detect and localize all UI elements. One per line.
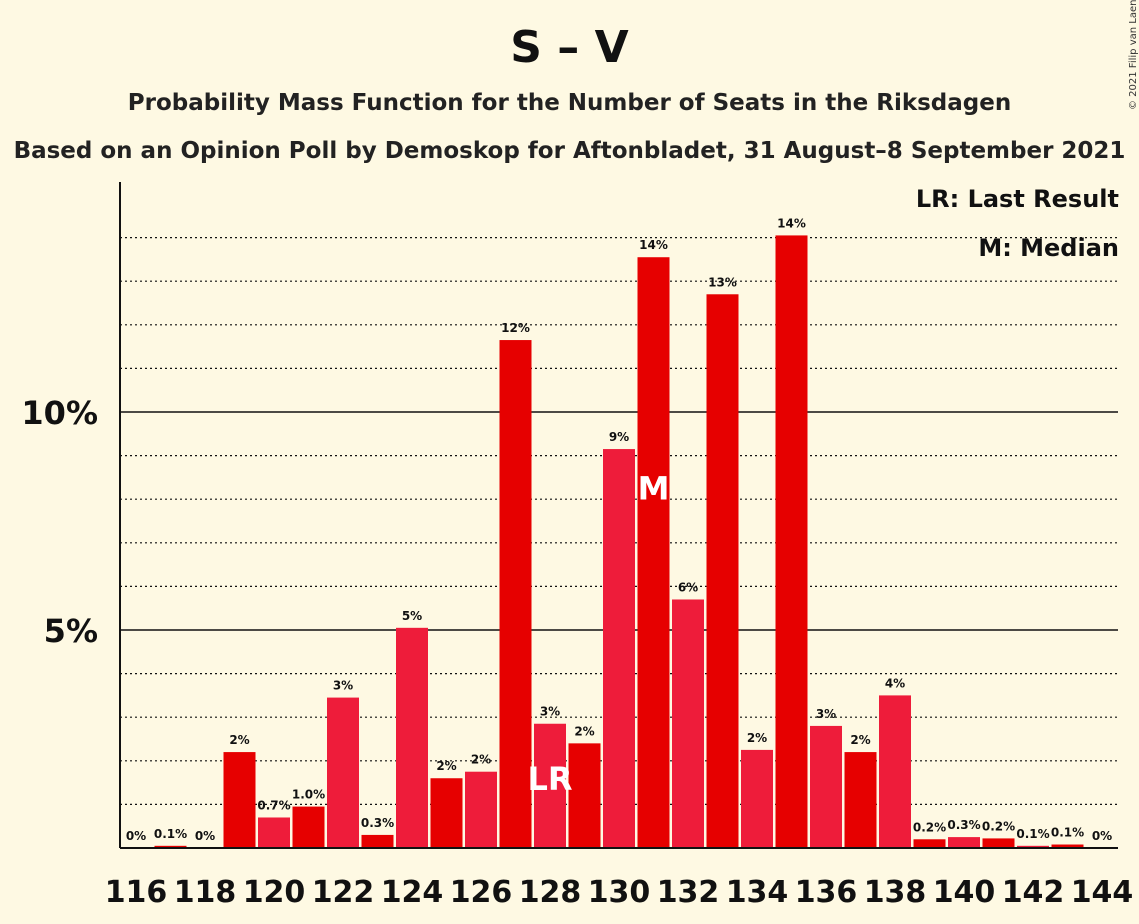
bar: [775, 235, 808, 849]
bar: [844, 752, 877, 848]
last-result-marker: LR: [527, 760, 572, 798]
data-label: 3%: [816, 707, 836, 721]
x-tick-label: 134: [726, 875, 789, 910]
bar: [568, 743, 601, 848]
axes: 5%10%116 118 120 122 124 126 128 130 132 134 136 13…: [21, 182, 1133, 910]
data-label: 0.1%: [154, 827, 187, 841]
data-label: 0.3%: [361, 816, 394, 830]
data-label: 13%: [708, 275, 737, 289]
data-labels: 0% 0.1% 0% 2% 0.7%1.0% 3% 0.3% 5% 2% 2% 12% 3% 2% 9% 1…: [126, 216, 1112, 843]
bar: [672, 599, 704, 848]
chart-subtitle: Probability Mass Function for the Number…: [127, 90, 1012, 116]
data-label: 0.3%: [947, 818, 980, 832]
data-label: 0.7%: [257, 798, 290, 812]
x-tick-label: 138: [864, 875, 927, 910]
bar: [637, 257, 670, 849]
median-marker: M: [638, 470, 670, 508]
x-tick-label: 124: [381, 875, 444, 910]
chart-title: S – V: [510, 22, 629, 73]
data-label: 0%: [126, 829, 146, 843]
chart-subtitle-source: Based on an Opinion Poll by Demoskop for…: [13, 138, 1126, 164]
data-label: 2%: [229, 733, 249, 747]
bar: [982, 838, 1015, 848]
data-label: 5%: [402, 609, 422, 623]
legend-last-result: LR: Last Result: [915, 185, 1119, 213]
data-label: 0.1%: [1016, 827, 1049, 841]
x-tick-label: 132: [657, 875, 720, 910]
data-label: 4%: [885, 676, 905, 690]
bar: [810, 725, 842, 848]
data-label: 2%: [574, 724, 594, 738]
x-tick-label: 130: [588, 875, 651, 910]
bar: [706, 294, 739, 848]
bar: [154, 845, 187, 848]
data-label: 3%: [540, 705, 560, 719]
x-tick-label: 116: [105, 875, 168, 910]
x-tick-label: 140: [933, 875, 996, 910]
bar: [430, 778, 463, 848]
legend-median: M: Median: [978, 234, 1119, 262]
bar: [1051, 844, 1084, 848]
bar: [741, 749, 773, 848]
data-label: 14%: [777, 216, 806, 230]
bar: [396, 627, 428, 848]
data-label: 2%: [471, 753, 491, 767]
bar: [327, 697, 359, 848]
bar: [258, 817, 290, 848]
bar: [1017, 845, 1049, 848]
data-label: 2%: [436, 759, 456, 773]
y-tick-label: 5%: [44, 612, 98, 650]
bar: [603, 449, 635, 848]
grid-lines: [120, 237, 1118, 806]
x-tick-label: 120: [243, 875, 306, 910]
data-label: 0%: [195, 829, 215, 843]
bar: [913, 839, 946, 848]
x-tick-label: 136: [795, 875, 858, 910]
bar: [948, 837, 980, 848]
data-label: 0.2%: [913, 820, 946, 834]
data-label: 9%: [609, 430, 629, 444]
bar: [223, 752, 256, 848]
data-label: 1.0%: [292, 788, 325, 802]
bars: [154, 235, 1084, 849]
y-tick-label: 10%: [21, 394, 98, 432]
data-label: 2%: [850, 733, 870, 747]
data-label: 0.2%: [982, 819, 1015, 833]
data-label: 6%: [678, 580, 698, 594]
data-label: 14%: [639, 238, 668, 252]
bar: [879, 695, 911, 848]
x-tick-label: 126: [450, 875, 513, 910]
data-label: 0.1%: [1051, 826, 1084, 840]
data-label: 0%: [1092, 829, 1112, 843]
data-label: 2%: [747, 731, 767, 745]
data-label: 12%: [501, 321, 530, 335]
bar: [465, 771, 497, 848]
bar: [292, 806, 325, 848]
bar: [499, 340, 532, 848]
bar: [361, 834, 394, 848]
x-tick-label: 122: [312, 875, 375, 910]
x-tick-label: 128: [519, 875, 582, 910]
x-tick-label: 144: [1071, 875, 1134, 910]
bar: [534, 723, 566, 848]
x-tick-label: 142: [1002, 875, 1065, 910]
x-tick-label: 118: [174, 875, 237, 910]
data-label: 3%: [333, 679, 353, 693]
